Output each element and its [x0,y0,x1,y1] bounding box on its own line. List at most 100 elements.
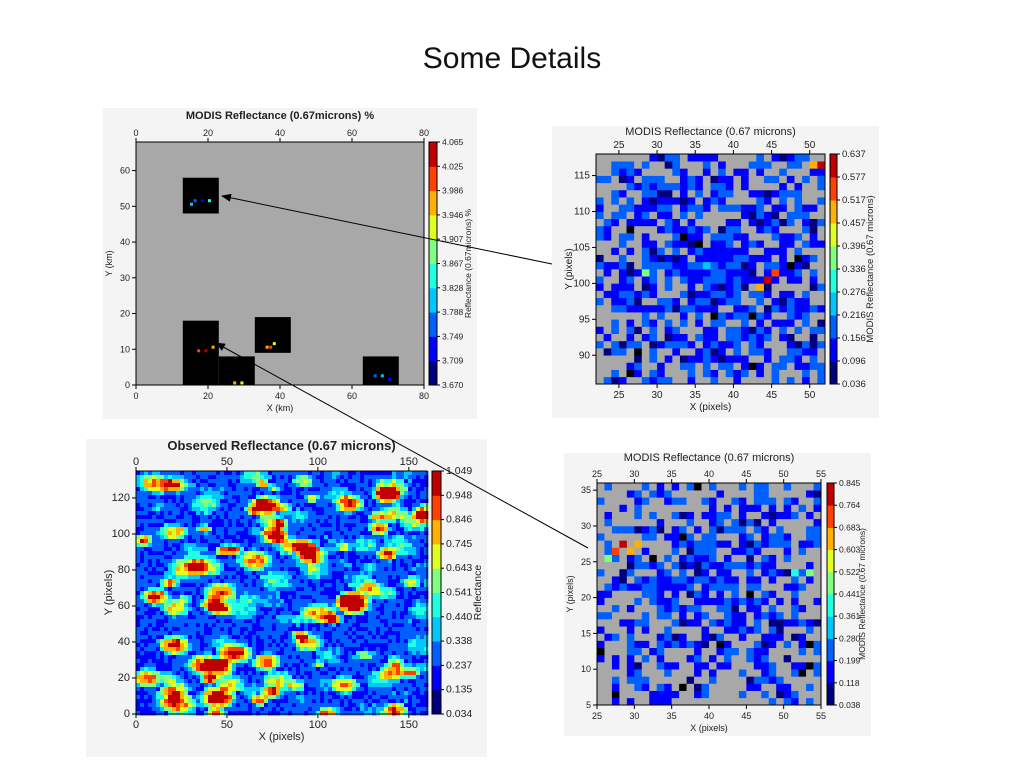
modis-a-pixel [649,369,658,378]
observed-pixel [332,687,337,692]
observed-pixel [276,551,281,556]
modis-a-pixel [611,319,620,327]
observed-pixel [372,535,377,540]
modis-a-pixel [687,362,696,370]
observed-pixel [336,707,341,712]
observed-pixel [184,487,189,492]
observed-pixel [188,523,193,528]
observed-pixel [300,615,305,620]
observed-pixel [304,583,309,588]
observed-pixel [352,671,357,676]
observed-pixel [140,519,145,524]
observed-pixel [356,659,361,664]
observed-pixel [424,523,429,528]
observed-pixel [360,475,365,480]
observed-pixel [156,627,161,632]
observed-pixel [136,659,141,664]
observed-pixel [304,471,309,476]
observed-pixel [392,547,397,552]
observed-pixel [372,611,377,616]
observed-pixel [416,619,421,624]
observed-pixel [252,531,257,536]
modis-a-pixel [679,355,688,363]
observed-pixel [276,703,281,708]
observed-pixel [196,599,201,604]
observed-pixel [404,551,409,556]
observed-pixel [200,507,205,512]
observed-pixel [324,667,329,672]
observed-pixel [336,507,341,512]
observed-pixel [200,599,205,604]
modis-a-pixel [649,304,658,313]
observed-pixel [160,531,165,536]
observed-pixel [140,635,145,640]
observed-pixel [244,587,249,592]
observed-pixel [160,523,165,528]
observed-pixel [196,571,201,576]
observed-pixel [340,571,345,576]
observed-pixel [360,699,365,704]
observed-pixel [380,579,385,584]
observed-pixel [376,619,381,624]
observed-pixel [412,511,417,516]
observed-pixel [248,647,253,652]
observed-pixel [212,667,217,672]
observed-pixel [244,575,249,580]
observed-pixel [192,551,197,556]
observed-pixel [180,663,185,668]
observed-pixel [156,495,161,500]
observed-pixel [368,479,373,484]
observed-pixel [324,627,329,632]
observed-pixel [392,555,397,560]
observed-pixel [304,707,309,712]
observed-pixel [328,475,333,480]
observed-colorbar-segment [432,701,441,709]
observed-pixel [392,659,397,664]
observed-pixel [180,543,185,548]
observed-pixel [224,483,229,488]
observed-pixel [364,615,369,620]
observed-pixel [376,607,381,612]
observed-pixel [228,607,233,612]
observed-pixel [240,711,245,716]
observed-pixel [148,607,153,612]
observed-pixel [420,615,425,620]
modis-a-pixel [611,355,620,363]
observed-pixel [164,655,169,660]
observed-pixel [308,491,313,496]
observed-pixel [148,571,153,576]
observed-pixel [308,539,313,544]
observed-pixel [316,619,321,624]
observed-pixel [140,491,145,496]
observed-pixel [260,663,265,668]
observed-pixel [288,575,293,580]
modis-a-pixel [725,312,734,320]
observed-pixel [300,563,305,568]
observed-pixel [240,699,245,704]
observed-pixel [260,679,265,684]
observed-colorbar-segment [432,659,441,666]
observed-pixel [268,603,273,608]
observed-pixel [184,615,189,620]
observed-pixel [276,663,281,668]
observed-pixel [236,531,241,536]
observed-pixel [292,603,297,608]
observed-pixel [184,503,189,508]
observed-pixel [352,571,357,576]
observed-pixel [388,503,393,508]
observed-pixel [164,679,169,684]
observed-pixel [160,611,165,616]
observed-pixel [384,527,389,532]
observed-pixel [156,711,161,716]
observed-pixel [316,495,321,500]
modis-a-pixel [794,333,803,342]
observed-pixel [364,499,369,504]
observed-pixel [360,623,365,628]
observed-pixel [140,575,145,580]
observed-pixel [368,547,373,552]
observed-pixel [140,695,145,700]
observed-pixel [256,711,261,716]
observed-pixel [248,567,253,572]
observed-pixel [184,631,189,636]
observed-pixel [360,627,365,632]
